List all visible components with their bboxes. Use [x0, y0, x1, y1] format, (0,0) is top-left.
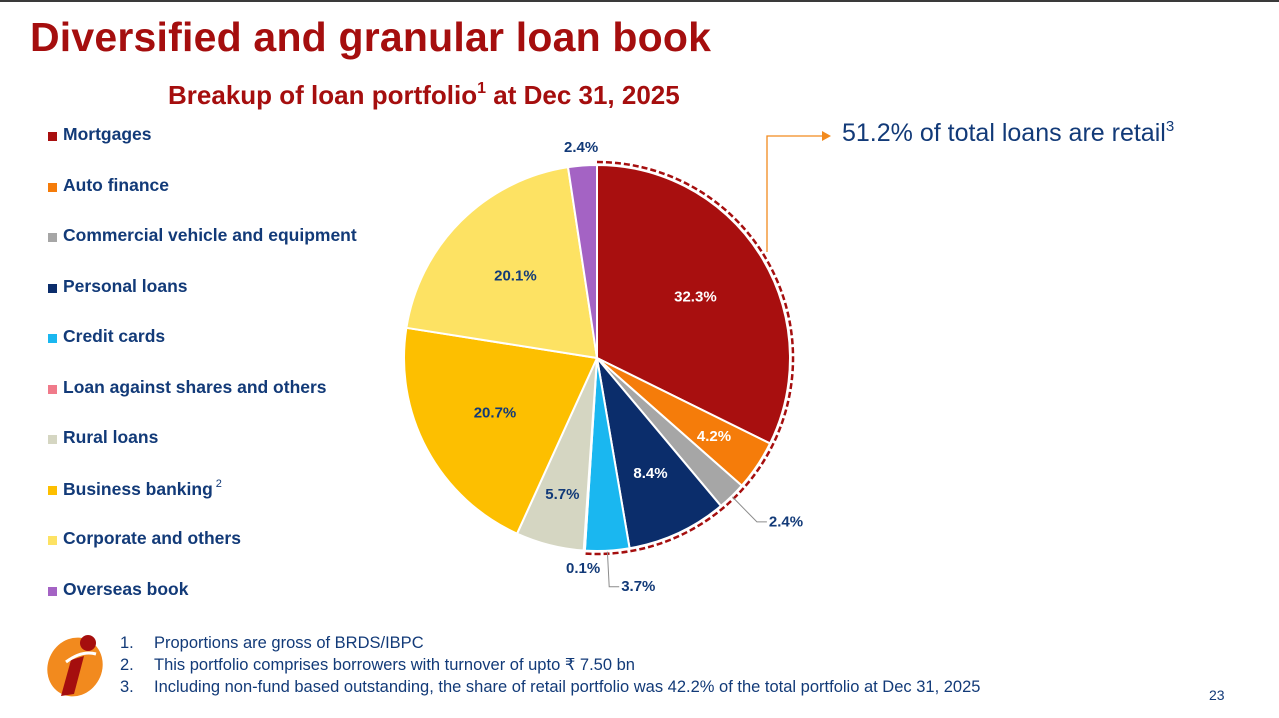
- footnote-1: 1. Proportions are gross of BRDS/IBPC: [120, 632, 980, 654]
- footnote-3: 3. Including non-fund based outstanding, …: [120, 676, 980, 698]
- pie-value-label: 8.4%: [633, 465, 667, 482]
- subtitle-date: at Dec 31, 2025: [486, 80, 680, 110]
- legend-swatch: [48, 435, 57, 444]
- legend-label-text: Overseas book: [63, 578, 189, 599]
- chart-subtitle: Breakup of loan portfolio1 at Dec 31, 20…: [168, 80, 680, 111]
- legend-label-text: Auto finance: [63, 174, 169, 195]
- legend-swatch: [48, 485, 57, 495]
- legend-swatch: [48, 182, 57, 192]
- pie-value-label: 2.4%: [769, 513, 803, 530]
- legend-label: Auto finance: [63, 175, 169, 196]
- legend-swatch: [48, 233, 57, 242]
- legend-label: Business banking 2: [63, 478, 222, 500]
- footnote-number: 2.: [120, 656, 134, 674]
- legend-label: Corporate and others: [63, 528, 241, 549]
- legend-swatch: [48, 384, 57, 394]
- legend-swatch: [48, 132, 57, 141]
- bank-logo: [38, 628, 112, 707]
- pie-value-label: 4.2%: [697, 428, 731, 445]
- pie-value-label: 0.1%: [566, 560, 600, 577]
- footnote-number: 3.: [120, 678, 134, 696]
- legend-label-text: Commercial vehicle and equipment: [63, 225, 357, 245]
- legend-label-text: Corporate and others: [63, 528, 241, 548]
- pie-slice: [403, 326, 598, 535]
- footnotes: 1. Proportions are gross of BRDS/IBPC 2. T…: [120, 632, 980, 698]
- value-label-leader: [732, 496, 767, 523]
- retail-callout: 51.2% of total loans are retail3: [842, 118, 1174, 148]
- legend-label: Personal loans: [63, 276, 188, 297]
- logo-icon: [47, 635, 103, 697]
- legend-label-text: Personal loans: [63, 275, 188, 296]
- pie-value-label: 2.4%: [564, 139, 598, 156]
- footnote-2: 2. This portfolio comprises borrowers wit…: [120, 654, 980, 676]
- pie-value-label: 20.7%: [474, 404, 517, 421]
- legend-label-text: Rural loans: [63, 427, 159, 447]
- footnote-text: This portfolio comprises borrowers with …: [154, 656, 635, 674]
- legend-label: Overseas book: [63, 579, 188, 600]
- legend-label-text: Credit cards: [63, 326, 166, 346]
- pie-slice: [405, 166, 598, 359]
- legend-label: Commercial vehicle and equipment: [63, 225, 357, 246]
- retail-group-arc: [583, 160, 795, 556]
- retail-callout-footnote-ref: 3: [1165, 118, 1175, 135]
- legend-swatch: [48, 283, 57, 293]
- pie-value-label: 3.7%: [621, 578, 655, 595]
- pie-slice: [567, 164, 598, 359]
- legend-label-text: Mortgages: [63, 124, 152, 144]
- footnote-number: 1.: [120, 634, 134, 652]
- pie-value-label: 5.7%: [545, 486, 579, 503]
- legend-swatch: [48, 586, 57, 596]
- value-label-leader: [606, 551, 620, 588]
- legend-label: Credit cards: [63, 326, 165, 347]
- retail-callout-arrowhead: [822, 131, 831, 141]
- subtitle-footnote-ref: 1: [477, 80, 487, 97]
- footnote-text: Including non-fund based outstanding, th…: [154, 678, 981, 696]
- legend-label-text: Business banking: [63, 478, 213, 499]
- pie-slice: [596, 164, 791, 445]
- pie-value-label: 32.3%: [674, 288, 717, 305]
- legend-label: Mortgages: [63, 124, 151, 145]
- page-title: Diversified and granular loan book: [30, 14, 712, 60]
- footnote-text: Proportions are gross of BRDS/IBPC: [154, 634, 424, 652]
- legend-swatch: [48, 334, 57, 343]
- legend-swatch: [48, 536, 57, 545]
- legend-footnote-ref: 2: [215, 477, 222, 490]
- page-number: 23: [1209, 687, 1225, 703]
- top-border-line: [0, 0, 1279, 2]
- pie-slice: [596, 357, 722, 550]
- legend-label-text: Loan against shares and others: [63, 376, 327, 397]
- retail-callout-connector: [766, 135, 822, 252]
- legend-label: Rural loans: [63, 427, 158, 448]
- pie-value-label: 20.1%: [494, 267, 537, 284]
- legend-label: Loan against shares and others: [63, 377, 327, 398]
- retail-callout-text: 51.2% of total loans are retail: [842, 119, 1166, 147]
- subtitle-text: Breakup of loan portfolio: [168, 80, 478, 110]
